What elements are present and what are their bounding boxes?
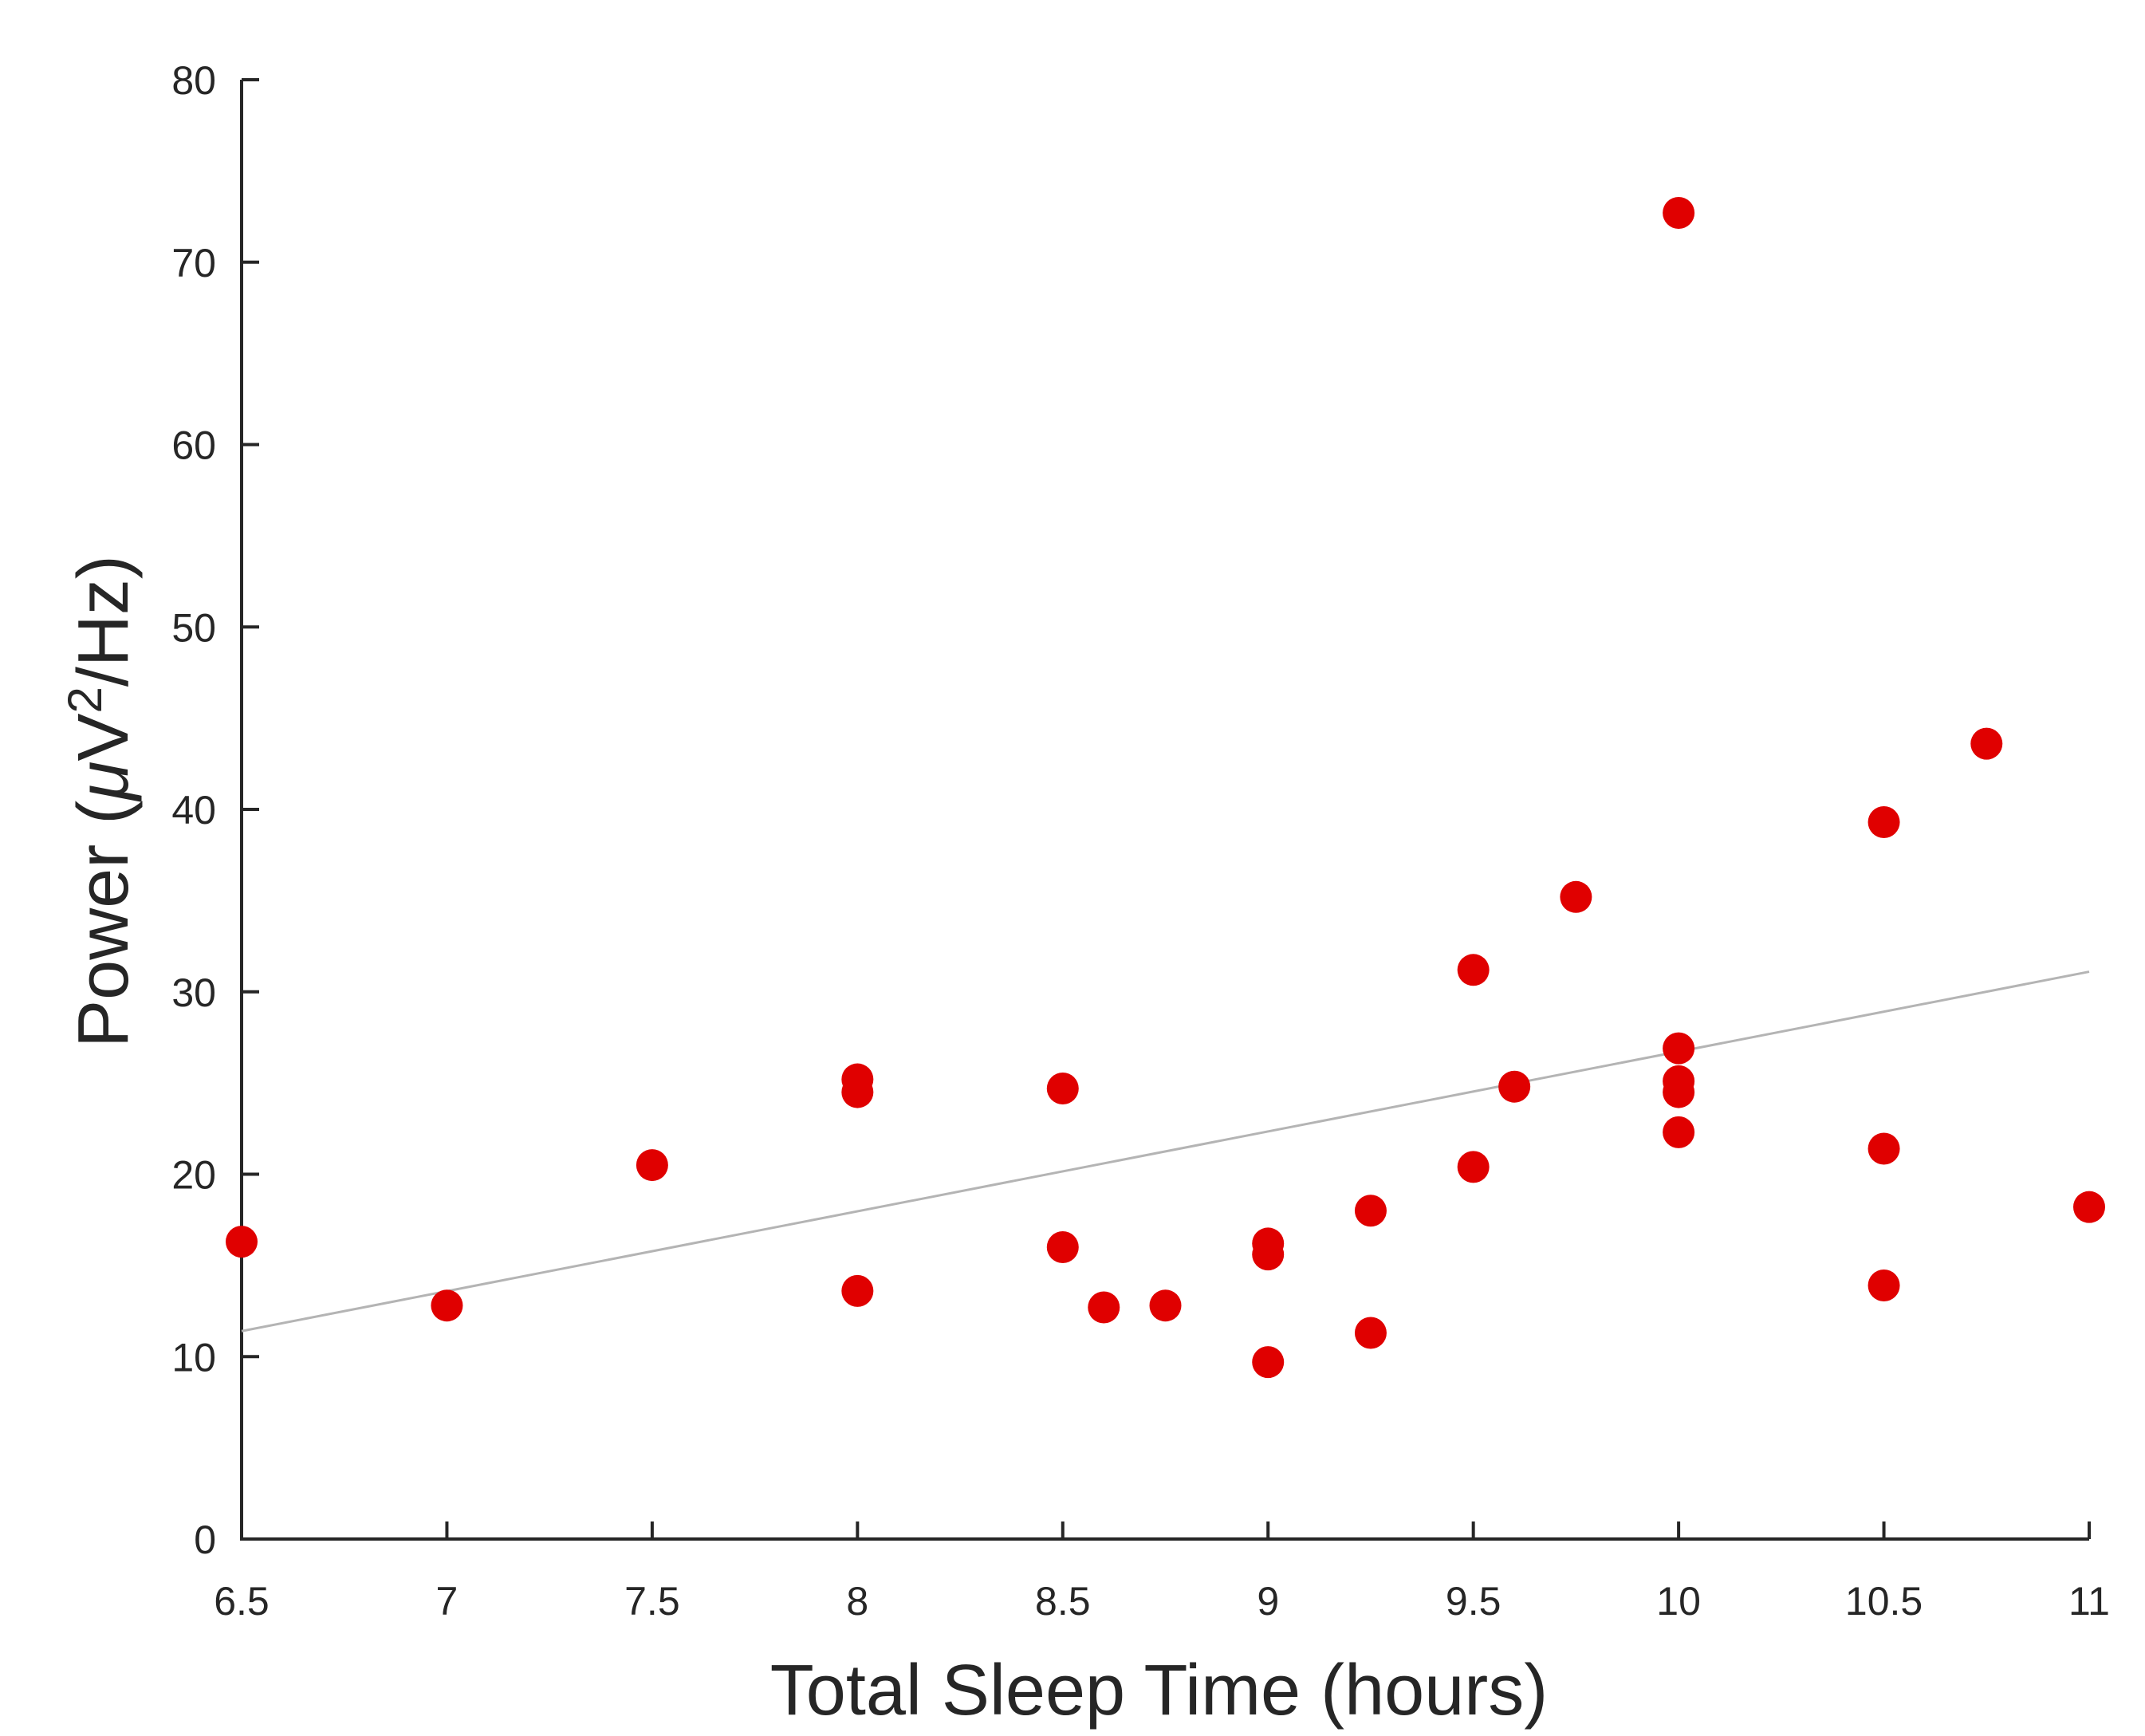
data-point (841, 1076, 874, 1108)
data-point (1354, 1195, 1387, 1227)
y-tick-label: 80 (171, 58, 216, 103)
data-point (1663, 1076, 1695, 1108)
axes (240, 80, 2089, 1541)
data-point (1252, 1346, 1285, 1379)
x-tick-label: 10 (1656, 1579, 1701, 1624)
y-tick-label: 50 (171, 605, 216, 650)
data-point (1354, 1317, 1387, 1349)
data-point (1560, 880, 1592, 913)
data-point (1663, 1032, 1695, 1065)
data-point (636, 1149, 668, 1182)
x-tick-label: 7 (436, 1579, 459, 1624)
data-point (1088, 1291, 1120, 1324)
y-axis-title-prefix: Power ( (64, 801, 144, 1048)
x-tick-label: 6.5 (214, 1579, 270, 1624)
y-axis-title: Power (μV2/Hz) (58, 555, 144, 1048)
y-tick-label: 40 (171, 788, 216, 833)
data-point (431, 1289, 463, 1322)
x-tick-label: 8 (846, 1579, 868, 1624)
data-point (1457, 1151, 1490, 1183)
x-tick-label: 9 (1257, 1579, 1279, 1624)
y-tick-label: 70 (171, 241, 216, 285)
y-tick-label: 20 (171, 1153, 216, 1198)
y-axis-title-superscript: 2 (58, 687, 112, 713)
data-point (1868, 1270, 1900, 1302)
data-point (1046, 1231, 1079, 1263)
y-ticks: 0 10 20 30 40 50 60 70 80 (171, 58, 259, 1562)
data-point (1457, 954, 1490, 986)
data-point (2073, 1191, 2105, 1223)
data-point (1663, 196, 1695, 229)
trend-line (241, 970, 2090, 1333)
x-tick-label: 8.5 (1035, 1579, 1091, 1624)
data-point (1498, 1070, 1531, 1103)
data-point (1663, 1116, 1695, 1148)
data-point (1046, 1072, 1079, 1104)
data-point (1868, 1132, 1900, 1165)
y-tick-label: 0 (194, 1518, 216, 1562)
x-tick-label: 7.5 (624, 1579, 680, 1624)
x-tick-label: 10.5 (1845, 1579, 1923, 1624)
x-tick-label: 9.5 (1446, 1579, 1502, 1624)
data-point (1970, 727, 2003, 760)
data-point (226, 1226, 258, 1258)
y-tick-label: 10 (171, 1335, 216, 1380)
data-point (1252, 1238, 1285, 1271)
y-tick-label: 30 (171, 970, 216, 1015)
x-axis-title: Total Sleep Time (hours) (770, 1651, 1548, 1730)
data-point (1868, 806, 1900, 839)
y-axis-title-suffix: /Hz) (64, 555, 144, 687)
x-tick-label: 11 (2068, 1579, 2110, 1624)
x-ticks: 6.5 7 7.5 8 8.5 9 9.5 10 10.5 11 (214, 1521, 2110, 1624)
data-points (226, 196, 2105, 1379)
data-point (841, 1274, 874, 1307)
data-point (1149, 1289, 1182, 1322)
y-tick-label: 60 (171, 423, 216, 468)
y-axis-title-mu: μ (64, 762, 144, 802)
y-axis-title-unit: V (64, 713, 144, 761)
